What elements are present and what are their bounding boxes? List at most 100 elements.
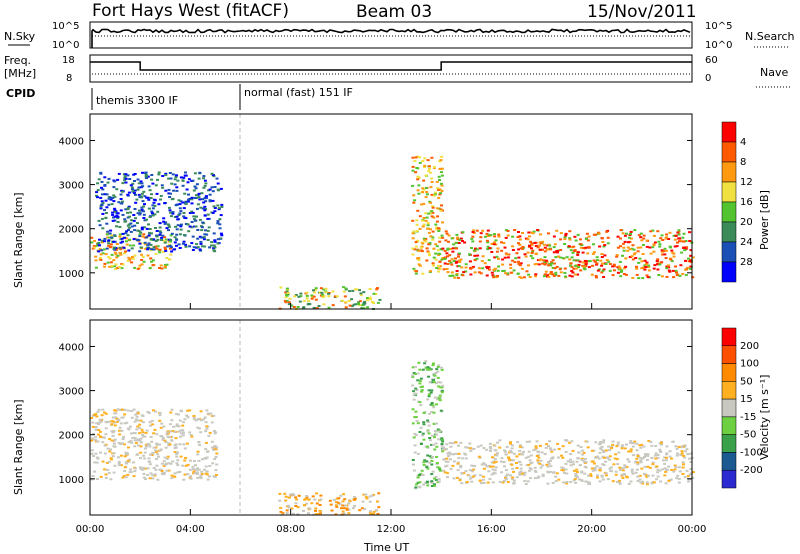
echo-cell (90, 236, 94, 239)
echo-cell (456, 469, 460, 472)
echo-cell (434, 371, 438, 374)
echo-cell (476, 445, 480, 448)
echo-cell (145, 196, 149, 199)
echo-cell (152, 432, 156, 435)
echo-cell (518, 445, 522, 448)
echo-cell (112, 445, 116, 448)
echo-cell (130, 247, 134, 250)
echo-cell (543, 250, 547, 253)
echo-cell (203, 205, 207, 208)
echo-cell (440, 444, 444, 447)
echo-cell (500, 457, 504, 460)
echo-cell (563, 267, 567, 270)
echo-cell (534, 275, 537, 278)
echo-cell (438, 236, 442, 239)
echo-cell (295, 498, 299, 501)
echo-cell (432, 483, 436, 486)
echo-cell (202, 236, 206, 239)
echo-cell (211, 211, 215, 214)
echo-cell (165, 433, 169, 436)
echo-cell (192, 470, 196, 473)
echo-cell (95, 456, 99, 459)
echo-cell (615, 254, 619, 257)
echo-cell (106, 261, 110, 264)
echo-cell (204, 229, 208, 232)
echo-cell (561, 257, 565, 260)
echo-cell (175, 244, 178, 247)
echo-cell (94, 452, 98, 455)
echo-cell (188, 468, 192, 471)
echo-cell (658, 469, 662, 472)
echo-cell (473, 465, 477, 468)
echo-cell (539, 466, 543, 469)
echo-cell (668, 455, 672, 458)
echo-cell (547, 264, 551, 267)
echo-cell (517, 231, 520, 233)
echo-cell (518, 235, 522, 238)
echo-cell (485, 239, 489, 242)
echo-cell (534, 445, 538, 448)
echo-cell (525, 464, 529, 467)
echo-cell (206, 239, 210, 241)
echo-cell (171, 212, 175, 215)
echo-cell (568, 238, 572, 241)
echo-cell (480, 463, 484, 466)
echo-cell (577, 266, 580, 269)
echo-cell (470, 266, 474, 269)
colorbar-swatch (721, 161, 737, 183)
echo-cell (216, 182, 220, 185)
echo-cell (431, 205, 435, 208)
echo-cell (189, 434, 193, 436)
echo-cell (212, 249, 216, 252)
echo-cell (99, 258, 103, 261)
echo-cell (411, 384, 415, 387)
echo-cell (494, 449, 498, 452)
echo-cell (439, 192, 443, 195)
echo-cell (113, 195, 117, 198)
echo-cell (654, 457, 658, 460)
echo-cell (449, 445, 453, 448)
echo-cell (156, 478, 160, 481)
echo-cell (101, 202, 105, 204)
echo-cell (472, 448, 476, 450)
echo-cell (444, 448, 448, 451)
colorbar-tick-label: 200 (740, 341, 759, 352)
echo-cell (454, 261, 458, 264)
echo-cell (562, 467, 565, 470)
echo-cell (653, 241, 657, 244)
echo-cell (546, 482, 550, 485)
echo-cell (430, 485, 434, 487)
echo-cell (423, 362, 427, 365)
echo-cell (213, 458, 217, 460)
echo-cell (464, 270, 468, 273)
echo-cell (213, 240, 217, 243)
echo-cell (90, 439, 94, 442)
echo-cell (687, 257, 690, 260)
echo-cell (531, 249, 535, 252)
echo-cell (515, 462, 518, 464)
echo-cell (157, 203, 161, 206)
echo-cell (138, 264, 142, 267)
echo-cell (468, 260, 472, 263)
echo-cell (602, 456, 606, 459)
echo-cell (312, 295, 316, 298)
echo-cell (331, 290, 335, 293)
echo-cell (176, 218, 180, 221)
echo-cell (499, 460, 503, 463)
echo-cell (528, 467, 532, 470)
echo-cell (639, 446, 643, 449)
echo-cell (529, 468, 533, 471)
echo-cell (151, 259, 155, 262)
echo-cell (511, 467, 515, 470)
echo-cell (196, 246, 200, 249)
echo-cell (414, 241, 418, 244)
echo-cell (414, 486, 418, 489)
echo-cell (140, 226, 144, 229)
echo-cell (676, 241, 679, 244)
echo-cell (471, 231, 475, 233)
echo-cell (438, 188, 442, 191)
echo-cell (319, 498, 323, 501)
echo-cell (161, 438, 165, 441)
echo-cell (636, 461, 640, 464)
